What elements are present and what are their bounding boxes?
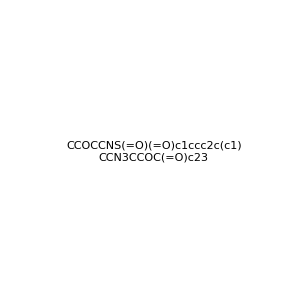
Text: CCOCCNS(=O)(=O)c1ccc2c(c1)
CCN3CCOC(=O)c23: CCOCCNS(=O)(=O)c1ccc2c(c1) CCN3CCOC(=O)c…: [66, 141, 242, 162]
